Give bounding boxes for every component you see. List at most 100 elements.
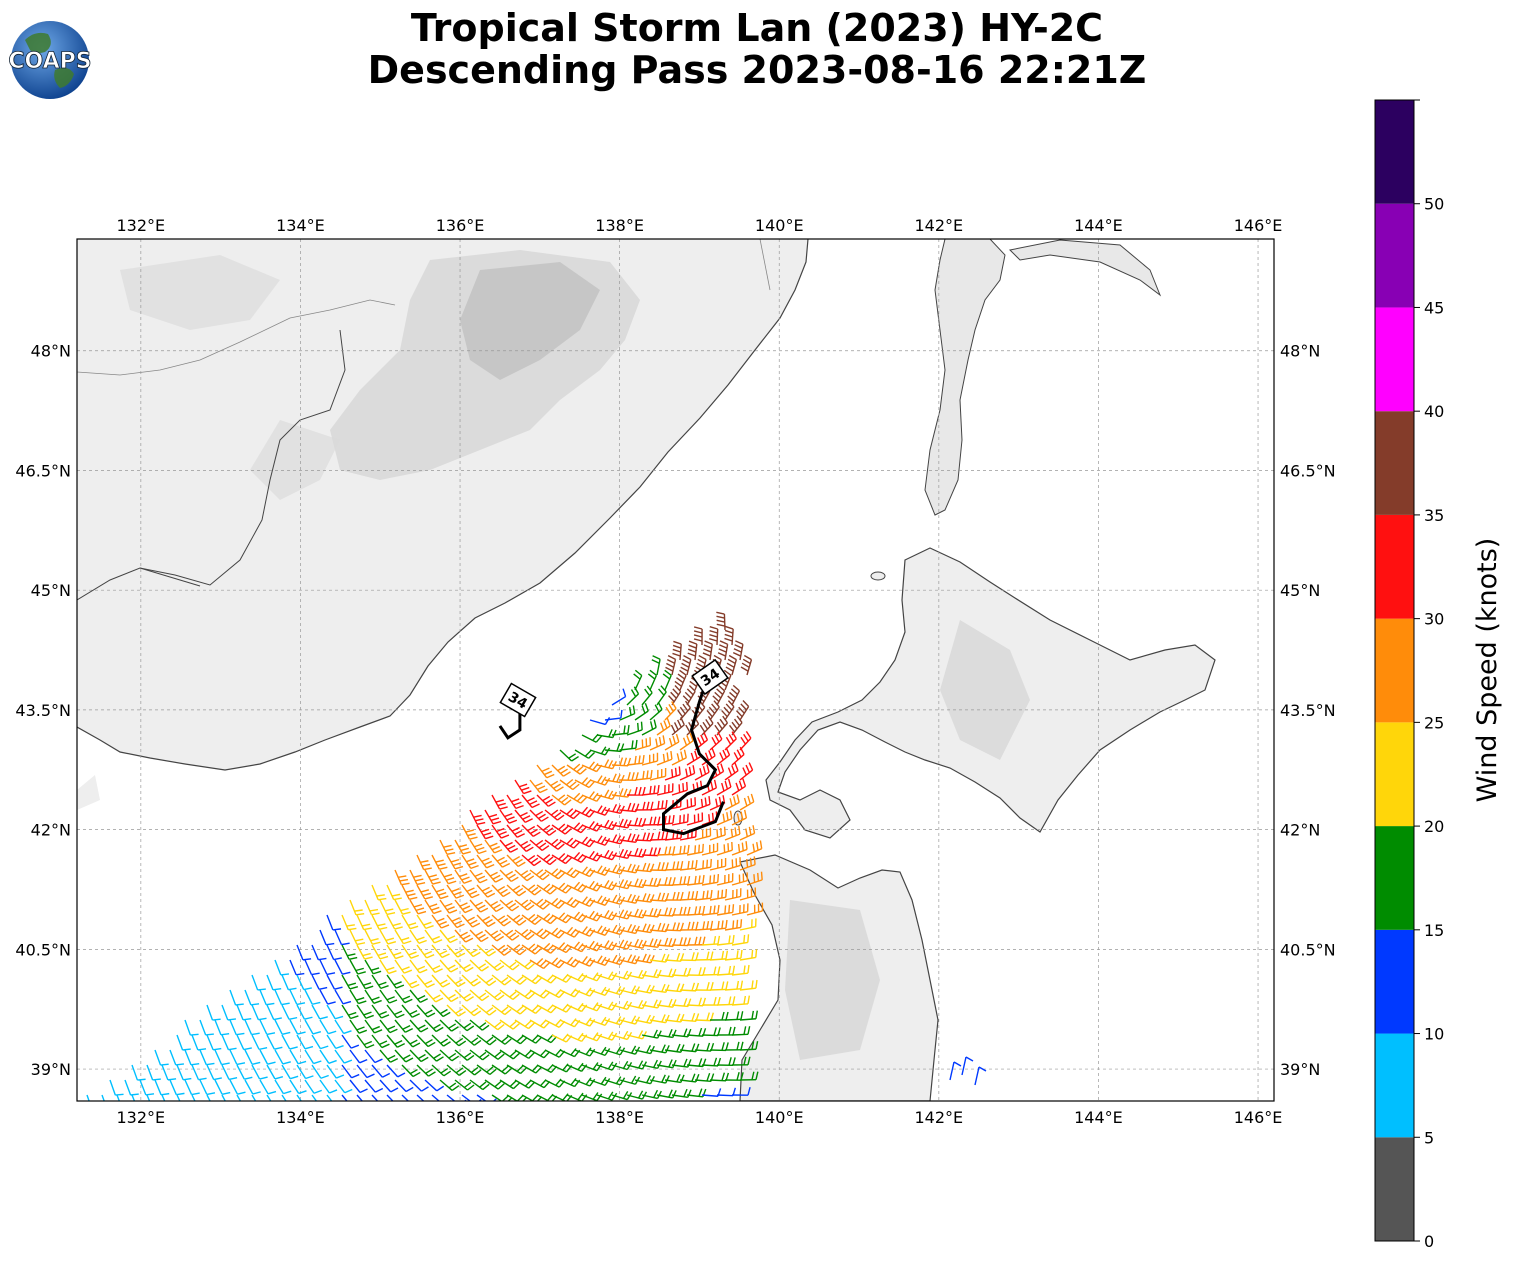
colorbar-segment bbox=[1375, 203, 1414, 308]
wind-barb bbox=[416, 1034, 436, 1048]
wind-barb bbox=[416, 1004, 436, 1018]
wind-barb bbox=[647, 669, 658, 691]
wind-barb bbox=[319, 1049, 337, 1064]
wind-barb bbox=[439, 959, 459, 973]
wind-barb bbox=[499, 839, 519, 853]
title-line-2: Descending Pass 2023-08-16 22:21Z bbox=[368, 48, 1147, 92]
wind-barb bbox=[476, 1004, 497, 1016]
wind-barb bbox=[739, 825, 756, 841]
contour-label-box-west bbox=[499, 682, 537, 718]
wind-barb bbox=[356, 914, 372, 931]
colorbar-segment bbox=[1375, 722, 1414, 827]
colorbar-segment bbox=[1375, 100, 1414, 204]
wind-barb bbox=[706, 700, 720, 721]
wind-barb bbox=[499, 1019, 520, 1030]
wind-barb bbox=[289, 959, 305, 976]
wind-barb bbox=[416, 884, 433, 900]
wind-barb bbox=[694, 827, 712, 841]
wind-barb bbox=[721, 700, 735, 721]
wind-barb bbox=[664, 766, 681, 781]
wind-barb bbox=[619, 705, 636, 721]
wind-barb bbox=[641, 719, 657, 736]
wind-barb bbox=[191, 1094, 196, 1101]
lat-tick-label-left: 43.5°N bbox=[15, 701, 71, 720]
wind-barb bbox=[536, 883, 557, 895]
wind-barb bbox=[521, 1004, 543, 1015]
wind-barb bbox=[664, 1043, 685, 1053]
wind-barb bbox=[214, 1049, 230, 1066]
wind-barb bbox=[641, 938, 662, 948]
wind-barb bbox=[146, 1094, 151, 1101]
wind-barb bbox=[349, 1049, 368, 1064]
wind-barb bbox=[664, 733, 680, 751]
wind-barb bbox=[349, 959, 366, 975]
wind-barb bbox=[596, 940, 618, 951]
wind-barb bbox=[431, 974, 451, 988]
wind-barb bbox=[491, 914, 512, 927]
wind-barb bbox=[740, 654, 753, 676]
wind-barb bbox=[491, 824, 510, 839]
colorbar-ticks: 0 5 10 15 20 25 30 35 40 45 50 bbox=[1414, 99, 1444, 1251]
wind-barb bbox=[326, 914, 342, 931]
wind-barb bbox=[394, 929, 412, 945]
wind-barb bbox=[446, 1004, 466, 1017]
wind-barb bbox=[731, 872, 749, 886]
wind-barb bbox=[536, 942, 558, 954]
wind-barb bbox=[506, 914, 527, 926]
wind-barb bbox=[206, 1004, 221, 1021]
wind-barb bbox=[461, 824, 478, 840]
wind-barb bbox=[364, 959, 382, 975]
wind-barb bbox=[499, 1079, 520, 1090]
wind-barb bbox=[484, 899, 504, 913]
wind-barb bbox=[461, 974, 481, 987]
wind-barb bbox=[131, 1064, 146, 1081]
wind-barb bbox=[619, 954, 640, 965]
wind-barb bbox=[454, 1079, 475, 1091]
wind-barb bbox=[416, 1064, 436, 1077]
map-panel: 34 34 132°E 132°E 134°E 134°E 136°E 136°E 138°… bbox=[15, 216, 1335, 1127]
land-korea bbox=[77, 775, 100, 810]
wind-barb bbox=[626, 721, 643, 736]
wind-barb bbox=[701, 842, 719, 856]
wind-barb bbox=[529, 809, 549, 822]
wind-barb bbox=[521, 884, 542, 896]
wind-barb bbox=[589, 895, 611, 906]
wind-barb bbox=[214, 1019, 230, 1036]
lon-tick-label-top: 144°E bbox=[1074, 216, 1123, 235]
wind-barb bbox=[214, 1079, 231, 1095]
colorbar-tick-label: 45 bbox=[1424, 298, 1444, 317]
wind-barb bbox=[461, 1034, 482, 1046]
wind-barb bbox=[656, 1059, 677, 1069]
wind-barb bbox=[454, 989, 474, 1002]
wind-barb bbox=[514, 899, 535, 911]
colorbar-tick-label: 25 bbox=[1424, 713, 1444, 732]
wind-barb bbox=[394, 989, 413, 1004]
wind-barb bbox=[626, 686, 640, 706]
wind-barb bbox=[656, 876, 676, 886]
wind-barb bbox=[686, 843, 704, 856]
wind-barb bbox=[566, 792, 588, 804]
wind-barb bbox=[649, 735, 666, 751]
wind-barb bbox=[634, 832, 655, 842]
wind-barb bbox=[671, 749, 687, 766]
wind-barb bbox=[701, 935, 721, 946]
wind-barb bbox=[446, 884, 465, 899]
wind-barb bbox=[589, 1046, 611, 1057]
colorbar-segment bbox=[1375, 826, 1414, 930]
wind-barb bbox=[476, 1064, 497, 1076]
wind-barb bbox=[311, 1034, 329, 1050]
wind-barb bbox=[739, 762, 754, 781]
lat-tick-label-right: 43.5°N bbox=[1280, 701, 1336, 720]
wind-barb bbox=[589, 1016, 611, 1027]
wind-barb bbox=[746, 840, 763, 856]
wind-barb bbox=[334, 1019, 352, 1035]
wind-barb bbox=[319, 989, 336, 1005]
wind-barb bbox=[371, 974, 389, 990]
wind-barb bbox=[431, 884, 449, 900]
wind-barb bbox=[551, 882, 573, 894]
wind-barb bbox=[731, 746, 745, 766]
wind-barb bbox=[491, 974, 512, 986]
wind-barb bbox=[394, 869, 410, 886]
wind-barb bbox=[619, 863, 640, 874]
wind-barb bbox=[596, 1091, 618, 1101]
